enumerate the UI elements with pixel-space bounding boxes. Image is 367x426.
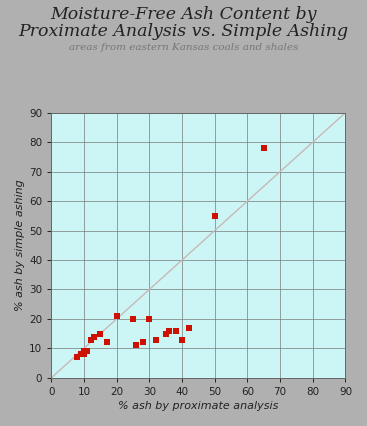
X-axis label: % ash by proximate analysis: % ash by proximate analysis [118,401,279,411]
Point [75,354,80,360]
Point [81,351,87,358]
Point [261,145,267,152]
Point [163,330,168,337]
Y-axis label: % ash by simple ashing: % ash by simple ashing [15,179,25,311]
Point [104,339,110,346]
Point [114,313,120,320]
Point [78,351,84,358]
Point [81,348,87,355]
Point [212,213,218,219]
Point [133,342,139,349]
Point [146,316,152,322]
Point [186,324,192,331]
Point [91,333,97,340]
Text: Moisture-Free Ash Content by: Moisture-Free Ash Content by [50,6,317,23]
Point [84,348,90,355]
Text: Proximate Analysis vs. Simple Ashing: Proximate Analysis vs. Simple Ashing [18,23,349,40]
Point [88,336,94,343]
Point [140,339,146,346]
Point [153,336,159,343]
Point [97,330,103,337]
Point [166,327,172,334]
Point [146,316,152,322]
Point [130,316,136,322]
Text: areas from eastern Kansas coals and shales: areas from eastern Kansas coals and shal… [69,43,298,52]
Point [179,336,185,343]
Point [172,327,178,334]
